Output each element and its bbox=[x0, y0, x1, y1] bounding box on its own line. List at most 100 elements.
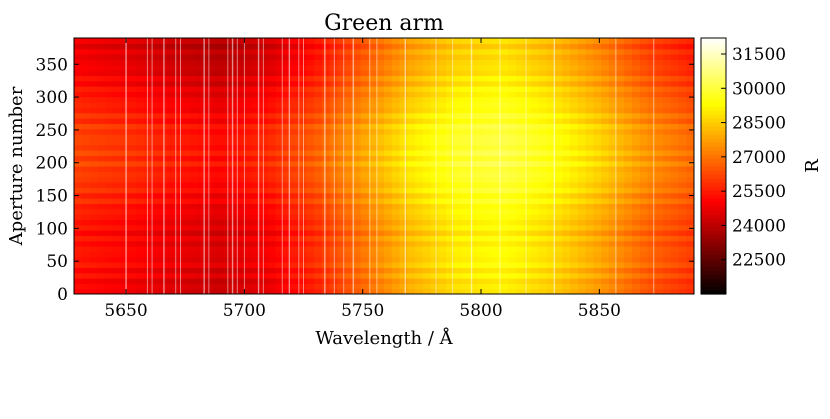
heatmap-cell bbox=[438, 91, 447, 98]
heatmap-cell bbox=[244, 160, 253, 167]
heatmap-cell bbox=[151, 203, 160, 210]
heatmap-cell bbox=[89, 43, 98, 50]
heatmap-cell bbox=[167, 288, 176, 294]
heatmap-cell bbox=[461, 187, 470, 194]
heatmap-cell bbox=[167, 38, 176, 44]
heatmap-cell bbox=[322, 160, 331, 167]
heatmap-cell bbox=[639, 251, 649, 258]
heatmap-cell bbox=[174, 262, 184, 268]
heatmap-cell bbox=[89, 203, 98, 210]
heatmap-cell bbox=[298, 288, 308, 294]
heatmap-cell bbox=[283, 150, 292, 156]
heatmap-cell bbox=[546, 219, 556, 226]
heatmap-cell bbox=[686, 150, 694, 156]
heatmap-cell bbox=[368, 118, 377, 124]
heatmap-cell bbox=[546, 182, 556, 188]
heatmap-cell bbox=[221, 48, 230, 55]
heatmap-cell bbox=[267, 144, 277, 151]
heatmap-cell bbox=[376, 278, 385, 284]
heatmap-cell bbox=[322, 118, 331, 124]
heatmap-cell bbox=[446, 198, 455, 204]
heatmap-cell bbox=[205, 187, 215, 194]
heatmap-cell bbox=[298, 267, 308, 274]
heatmap-cell bbox=[314, 155, 323, 162]
heatmap-cell bbox=[105, 107, 114, 114]
heatmap-cell bbox=[422, 86, 432, 92]
heatmap-cell bbox=[275, 230, 284, 236]
heatmap-cell bbox=[515, 134, 525, 140]
heatmap-cell bbox=[438, 224, 447, 231]
heatmap-cell bbox=[353, 171, 362, 178]
heatmap-cell bbox=[446, 230, 455, 236]
heatmap-cell bbox=[306, 128, 315, 135]
heatmap-cell bbox=[314, 203, 323, 210]
heatmap-cell bbox=[182, 246, 191, 252]
heatmap-cell bbox=[384, 267, 393, 274]
heatmap-cell bbox=[632, 139, 641, 146]
heatmap-cell bbox=[337, 70, 346, 76]
heatmap-cell bbox=[190, 235, 199, 242]
heatmap-cell bbox=[198, 192, 207, 199]
heatmap-cell bbox=[291, 139, 300, 146]
heatmap-cell bbox=[143, 139, 153, 146]
heatmap-cell bbox=[632, 86, 641, 92]
heatmap-cell bbox=[399, 256, 408, 263]
heatmap-cell bbox=[306, 240, 315, 247]
heatmap-cell bbox=[477, 246, 486, 252]
heatmap-cell bbox=[345, 139, 354, 146]
heatmap-cell bbox=[647, 224, 656, 231]
heatmap-cell bbox=[570, 144, 579, 151]
heatmap-cell bbox=[236, 240, 246, 247]
heatmap-cell bbox=[632, 59, 641, 66]
heatmap-cell bbox=[151, 155, 160, 162]
heatmap-cell bbox=[407, 214, 416, 220]
heatmap-cell bbox=[221, 43, 230, 50]
heatmap-cell bbox=[221, 171, 230, 178]
heatmap-cell bbox=[422, 38, 432, 44]
heatmap-cell bbox=[291, 230, 300, 236]
heatmap-cell bbox=[337, 256, 346, 263]
heatmap-cell bbox=[174, 176, 184, 183]
plot-frame bbox=[73, 37, 695, 295]
heatmap-cell bbox=[678, 166, 687, 172]
heatmap-cell bbox=[453, 230, 463, 236]
heatmap-cell bbox=[314, 144, 323, 151]
heatmap-cell bbox=[585, 64, 594, 71]
heatmap-cell bbox=[81, 155, 91, 162]
heatmap-cell bbox=[639, 80, 649, 87]
heatmap-cell bbox=[639, 256, 649, 263]
heatmap-cell bbox=[453, 224, 463, 231]
heatmap-cell bbox=[608, 240, 618, 247]
heatmap-cell bbox=[647, 166, 656, 172]
heatmap-cell bbox=[531, 96, 540, 103]
heatmap-cell bbox=[608, 86, 618, 92]
heatmap-cell bbox=[89, 288, 98, 294]
heatmap-cell bbox=[601, 150, 610, 156]
heatmap-cell bbox=[105, 144, 114, 151]
heatmap-cell bbox=[298, 123, 308, 130]
heatmap-cell bbox=[663, 251, 672, 258]
heatmap-cell bbox=[182, 278, 191, 284]
heatmap-cell bbox=[360, 262, 370, 268]
heatmap-cell bbox=[298, 171, 308, 178]
heatmap-cell bbox=[353, 235, 362, 242]
heatmap-cell bbox=[89, 256, 98, 263]
heatmap-cell bbox=[182, 96, 191, 103]
heatmap-cell bbox=[244, 64, 253, 71]
heatmap-cell bbox=[562, 160, 571, 167]
heatmap-cell bbox=[105, 128, 114, 135]
heatmap-cell bbox=[546, 187, 556, 194]
heatmap-cell bbox=[678, 160, 687, 167]
heatmap-cell bbox=[438, 251, 447, 258]
heatmap-cell bbox=[399, 283, 408, 290]
heatmap-cell bbox=[252, 96, 261, 103]
heatmap-cell bbox=[624, 112, 633, 119]
heatmap-cell bbox=[453, 160, 463, 167]
colorbar-segment bbox=[701, 174, 726, 179]
heatmap-cell bbox=[647, 139, 656, 146]
heatmap-cell bbox=[353, 91, 362, 98]
heatmap-cell bbox=[593, 64, 602, 71]
heatmap-cell bbox=[205, 171, 215, 178]
heatmap-cell bbox=[601, 96, 610, 103]
heatmap-cell bbox=[376, 54, 385, 60]
